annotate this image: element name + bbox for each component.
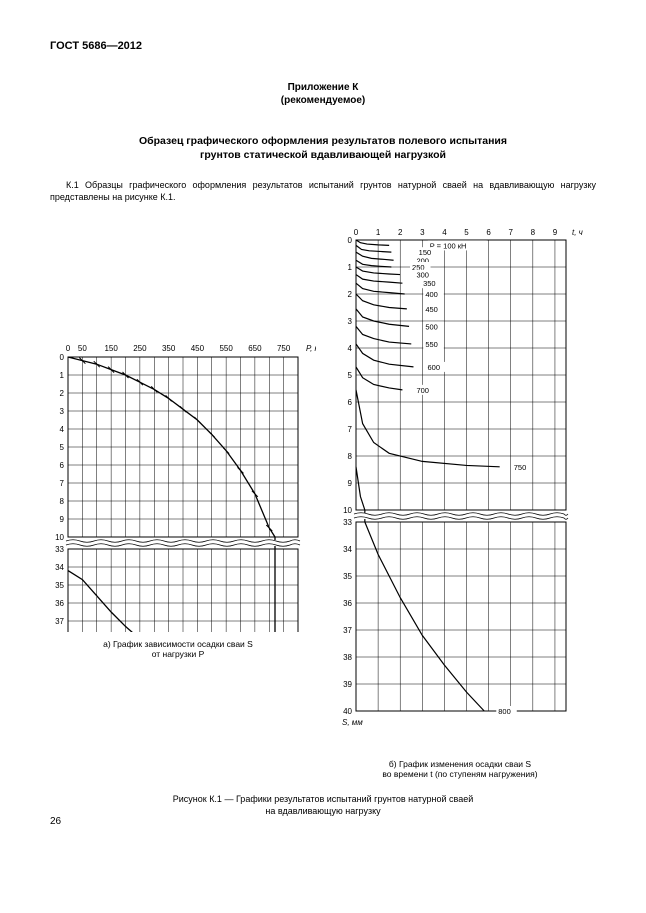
svg-text:9: 9 bbox=[60, 515, 65, 524]
svg-text:0: 0 bbox=[66, 344, 71, 353]
chart-b-block: 0123456789t, ч01234567891033343536373839… bbox=[330, 222, 590, 780]
caption-b-1: б) График изменения осадки сваи S bbox=[389, 759, 531, 769]
svg-text:400: 400 bbox=[425, 290, 438, 299]
svg-text:750: 750 bbox=[514, 463, 527, 472]
svg-text:0: 0 bbox=[354, 228, 359, 237]
svg-text:8: 8 bbox=[60, 497, 65, 506]
svg-text:36: 36 bbox=[55, 599, 64, 608]
svg-text:35: 35 bbox=[55, 581, 64, 590]
svg-text:10: 10 bbox=[343, 506, 352, 515]
svg-text:10: 10 bbox=[55, 533, 64, 542]
appendix-label: Приложение К bbox=[50, 82, 596, 93]
svg-text:5: 5 bbox=[464, 228, 469, 237]
svg-text:2: 2 bbox=[348, 290, 353, 299]
caption-a-1: а) График зависимости осадки сваи S bbox=[103, 639, 253, 649]
svg-text:2: 2 bbox=[60, 389, 65, 398]
svg-text:2: 2 bbox=[398, 228, 403, 237]
svg-text:450: 450 bbox=[191, 344, 205, 353]
chart-a-block: 050150250350450550650750Р, кН01234567891… bbox=[40, 222, 316, 660]
svg-text:37: 37 bbox=[343, 626, 352, 635]
svg-text:4: 4 bbox=[442, 228, 447, 237]
svg-text:550: 550 bbox=[425, 340, 438, 349]
svg-text:500: 500 bbox=[425, 322, 438, 331]
chart-a-svg: 050150250350450550650750Р, кН01234567891… bbox=[40, 222, 316, 632]
paragraph-k1: К.1 Образцы графического оформления резу… bbox=[50, 180, 596, 203]
recommended-label: (рекомендуемое) bbox=[50, 95, 596, 106]
svg-text:t, ч: t, ч bbox=[572, 228, 583, 237]
svg-text:38: 38 bbox=[343, 653, 352, 662]
svg-text:650: 650 bbox=[248, 344, 262, 353]
svg-text:3: 3 bbox=[60, 407, 65, 416]
svg-text:750: 750 bbox=[277, 344, 291, 353]
svg-text:1: 1 bbox=[60, 371, 65, 380]
svg-text:7: 7 bbox=[348, 425, 353, 434]
title-line-1: Образец графического оформления результа… bbox=[139, 135, 507, 147]
figure-caption-2: на вдавливающую нагрузку bbox=[265, 806, 380, 816]
chart-b-svg: 0123456789t, ч01234567891033343536373839… bbox=[330, 222, 590, 752]
svg-text:37: 37 bbox=[55, 617, 64, 626]
caption-a-2: от нагрузки Р bbox=[152, 649, 205, 659]
title-line-2: грунтов статической вдавливающей нагрузк… bbox=[200, 149, 446, 161]
svg-text:5: 5 bbox=[60, 443, 65, 452]
svg-text:5: 5 bbox=[348, 371, 353, 380]
svg-text:9: 9 bbox=[553, 228, 558, 237]
svg-text:700: 700 bbox=[416, 386, 429, 395]
page-number: 26 bbox=[50, 816, 61, 827]
svg-text:250: 250 bbox=[133, 344, 147, 353]
svg-text:6: 6 bbox=[60, 461, 65, 470]
svg-text:40: 40 bbox=[343, 707, 352, 716]
section-title: Образец графического оформления результа… bbox=[50, 134, 596, 162]
svg-text:7: 7 bbox=[60, 479, 65, 488]
svg-text:4: 4 bbox=[60, 425, 65, 434]
svg-text:0: 0 bbox=[348, 236, 353, 245]
svg-text:33: 33 bbox=[55, 545, 64, 554]
svg-text:6: 6 bbox=[486, 228, 491, 237]
svg-text:4: 4 bbox=[348, 344, 353, 353]
svg-text:0: 0 bbox=[60, 353, 65, 362]
caption-b-2: во времени t (по ступеням нагружения) bbox=[382, 769, 537, 779]
svg-text:33: 33 bbox=[343, 518, 352, 527]
svg-text:6: 6 bbox=[348, 398, 353, 407]
svg-text:3: 3 bbox=[420, 228, 425, 237]
svg-text:35: 35 bbox=[343, 572, 352, 581]
svg-text:50: 50 bbox=[78, 344, 87, 353]
svg-text:9: 9 bbox=[348, 479, 353, 488]
svg-text:450: 450 bbox=[425, 305, 438, 314]
svg-text:34: 34 bbox=[343, 545, 352, 554]
figure-caption-1: Рисунок К.1 — Графики результатов испыта… bbox=[173, 794, 474, 804]
svg-text:350: 350 bbox=[162, 344, 176, 353]
figure-caption: Рисунок К.1 — Графики результатов испыта… bbox=[50, 794, 596, 817]
svg-text:350: 350 bbox=[423, 279, 436, 288]
svg-text:34: 34 bbox=[55, 563, 64, 572]
svg-text:8: 8 bbox=[348, 452, 353, 461]
document-code: ГОСТ 5686—2012 bbox=[50, 40, 596, 52]
charts-container: 050150250350450550650750Р, кН01234567891… bbox=[40, 222, 596, 780]
svg-text:8: 8 bbox=[531, 228, 536, 237]
svg-text:150: 150 bbox=[104, 344, 118, 353]
svg-text:39: 39 bbox=[343, 680, 352, 689]
svg-text:Р, кН: Р, кН bbox=[306, 344, 316, 353]
svg-text:36: 36 bbox=[343, 599, 352, 608]
svg-text:S, мм: S, мм bbox=[342, 718, 363, 727]
svg-text:550: 550 bbox=[219, 344, 233, 353]
svg-text:600: 600 bbox=[428, 363, 441, 372]
svg-text:7: 7 bbox=[509, 228, 514, 237]
svg-text:1: 1 bbox=[376, 228, 381, 237]
svg-text:3: 3 bbox=[348, 317, 353, 326]
svg-text:1: 1 bbox=[348, 263, 353, 272]
svg-text:800: 800 bbox=[498, 707, 511, 716]
